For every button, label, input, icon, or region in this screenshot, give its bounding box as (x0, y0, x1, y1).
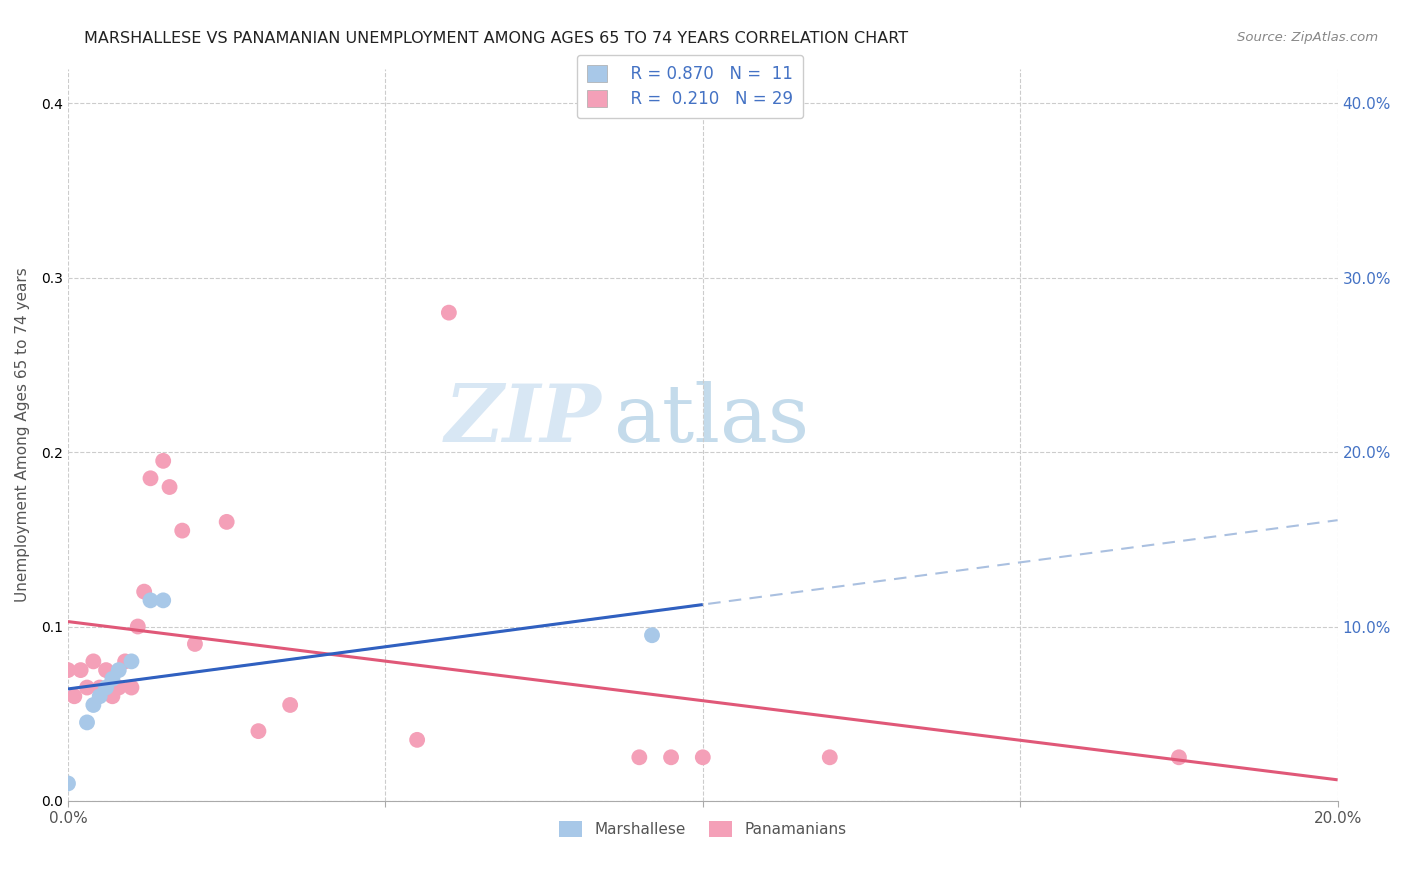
Point (63, 690, 86, 704)
Point (89, 690, 111, 704)
Point (406, 732, 429, 747)
Point (101, 681, 124, 695)
Point (56, 663, 79, 677)
Point (76, 681, 98, 695)
Point (247, 724, 270, 739)
Point (94, 681, 117, 695)
Point (82, 698, 104, 712)
Point (127, 619, 149, 633)
Point (101, 690, 124, 704)
Y-axis label: Unemployment Among Ages 65 to 74 years: Unemployment Among Ages 65 to 74 years (15, 268, 30, 602)
Point (172, 524, 194, 538)
Point (152, 454, 174, 468)
Point (120, 654, 142, 668)
Legend: Marshallese, Panamanians: Marshallese, Panamanians (551, 814, 853, 845)
Point (94, 663, 117, 677)
Point (215, 515, 238, 529)
Point (818, 750, 841, 764)
Point (107, 681, 129, 695)
Point (152, 593, 174, 607)
Point (120, 681, 142, 695)
Point (437, 305, 460, 319)
Point (139, 593, 162, 607)
Point (89, 681, 111, 695)
Point (628, 750, 651, 764)
Point (56, 776, 79, 790)
Point (76, 715, 98, 730)
Text: ZIP: ZIP (444, 381, 602, 458)
Point (134, 584, 156, 599)
Point (184, 637, 207, 651)
Point (641, 628, 664, 642)
Point (692, 750, 714, 764)
Text: MARSHALLESE VS PANAMANIAN UNEMPLOYMENT AMONG AGES 65 TO 74 YEARS CORRELATION CHA: MARSHALLESE VS PANAMANIAN UNEMPLOYMENT A… (84, 31, 908, 46)
Point (1167, 750, 1189, 764)
Point (69, 663, 91, 677)
Point (114, 654, 136, 668)
Point (107, 663, 129, 677)
Point (101, 672, 124, 686)
Point (278, 698, 301, 712)
Point (82, 654, 104, 668)
Text: Source: ZipAtlas.com: Source: ZipAtlas.com (1237, 31, 1378, 45)
Point (139, 471, 162, 485)
Point (159, 480, 181, 494)
Point (659, 750, 682, 764)
Text: atlas: atlas (614, 381, 808, 459)
